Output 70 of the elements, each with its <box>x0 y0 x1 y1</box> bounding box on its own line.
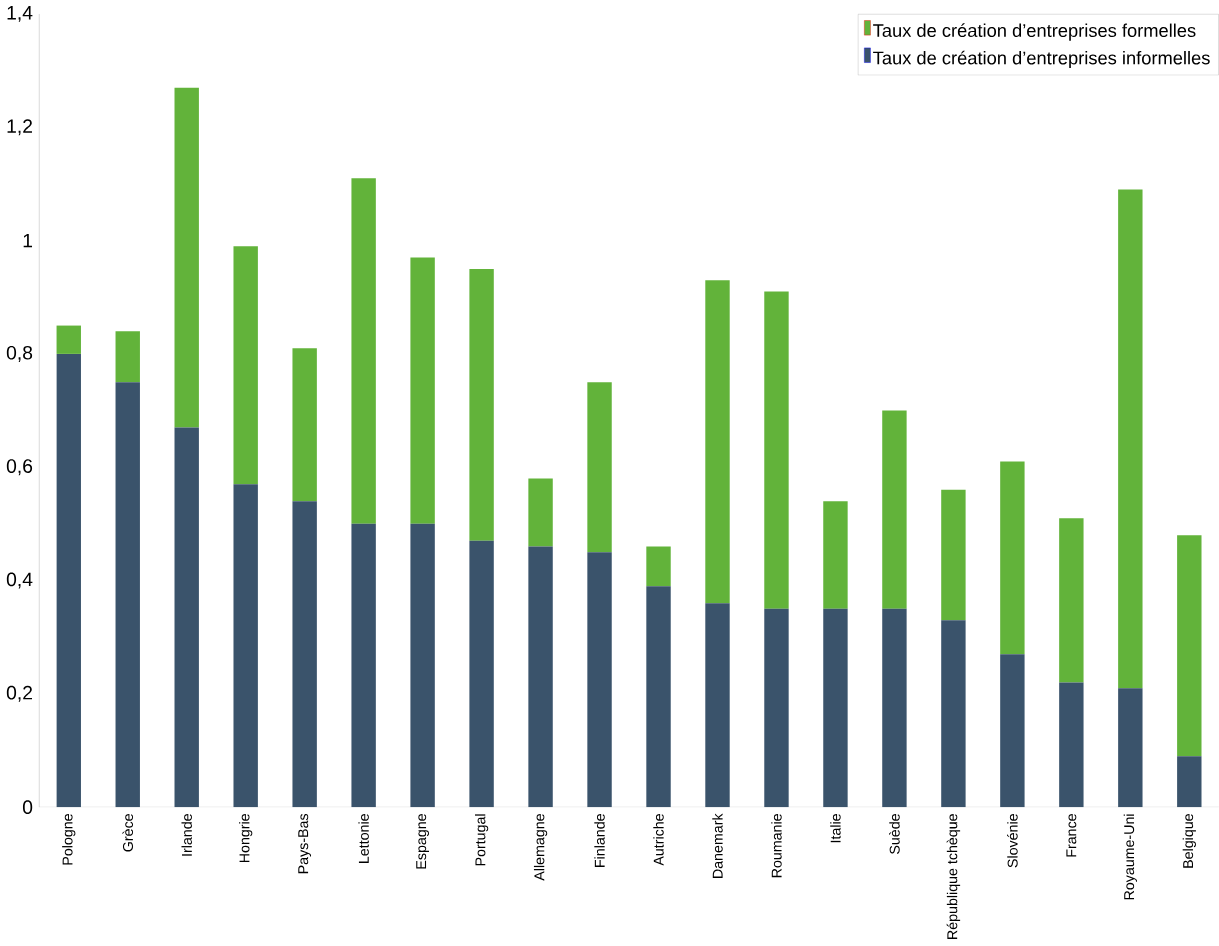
bar <box>292 348 317 502</box>
bar <box>941 620 966 808</box>
bar <box>410 523 435 808</box>
x-tick-label: Portugal <box>474 814 489 866</box>
bar <box>528 478 553 547</box>
x-tick-label: République tchèque <box>946 814 961 939</box>
x-tick-label: Irlande <box>181 813 192 856</box>
bar <box>764 608 789 808</box>
bar <box>1059 682 1084 808</box>
bar <box>1059 518 1084 683</box>
x-tick-label: Suède <box>889 813 900 854</box>
x-tick-label: Roumanie <box>771 814 782 878</box>
x-tick-label: France <box>1066 813 1077 857</box>
bar <box>174 87 199 428</box>
x-tick-label: Danemark <box>712 813 723 878</box>
x-tick-label: Royaume-Uni <box>1123 814 1137 900</box>
bar <box>351 178 376 524</box>
bar <box>1000 461 1025 655</box>
y-tick-label: 0,2 <box>6 685 32 702</box>
bar <box>705 280 730 604</box>
y-tick-label: 0,6 <box>6 459 33 476</box>
x-tick-label: Espagne <box>416 813 429 869</box>
bar <box>410 257 435 524</box>
bar <box>823 608 848 808</box>
x-tick-label: Finlande <box>594 813 605 867</box>
bar <box>882 608 907 808</box>
bar <box>1177 756 1202 808</box>
x-tick-label: Autriche <box>653 813 664 866</box>
bar <box>233 484 258 808</box>
bar <box>646 546 671 587</box>
x-tick-label: Hongrie <box>239 813 253 863</box>
y-tick-label: 0 <box>22 800 33 814</box>
bar <box>1177 535 1202 757</box>
bar <box>823 501 848 609</box>
bar <box>469 540 494 808</box>
y-tick-label: 1,4 <box>7 6 33 22</box>
bar <box>882 410 907 609</box>
x-tick-label: Pays-Bas <box>298 813 312 874</box>
bar <box>115 382 140 808</box>
y-tick-label: 1 <box>23 233 33 248</box>
y-tick-label: 0,4 <box>6 572 33 589</box>
bar <box>56 353 81 808</box>
bar <box>587 382 612 553</box>
bar <box>705 603 730 808</box>
bar <box>941 489 966 621</box>
x-tick-label: Allemagne <box>533 814 548 881</box>
legend-label: Taux de création d’entreprises formelles <box>873 23 1196 41</box>
bar <box>1118 688 1143 808</box>
bar <box>56 325 81 354</box>
bar <box>469 268 494 541</box>
bar <box>528 546 553 808</box>
bar <box>1118 189 1143 689</box>
bar <box>587 552 612 808</box>
y-tick-label: 0,8 <box>6 345 33 362</box>
x-tick-label: Slovénie <box>1007 813 1018 868</box>
y-tick-label: 1,2 <box>7 119 32 136</box>
bar <box>646 586 671 808</box>
bar <box>351 523 376 808</box>
bar <box>115 331 140 383</box>
bar <box>233 246 258 485</box>
x-tick-label: Pologne <box>62 813 76 865</box>
x-tick-label: Italie <box>830 813 841 843</box>
bar <box>764 291 789 609</box>
legend-label: Taux de création d’entreprises informelles <box>873 50 1210 68</box>
bar <box>292 501 317 808</box>
x-tick-label: Belgique <box>1182 814 1196 868</box>
bar <box>1000 654 1025 808</box>
bar <box>174 427 199 808</box>
x-tick-label: Grèce <box>122 813 134 852</box>
x-tick-label: Lettonie <box>358 813 369 863</box>
